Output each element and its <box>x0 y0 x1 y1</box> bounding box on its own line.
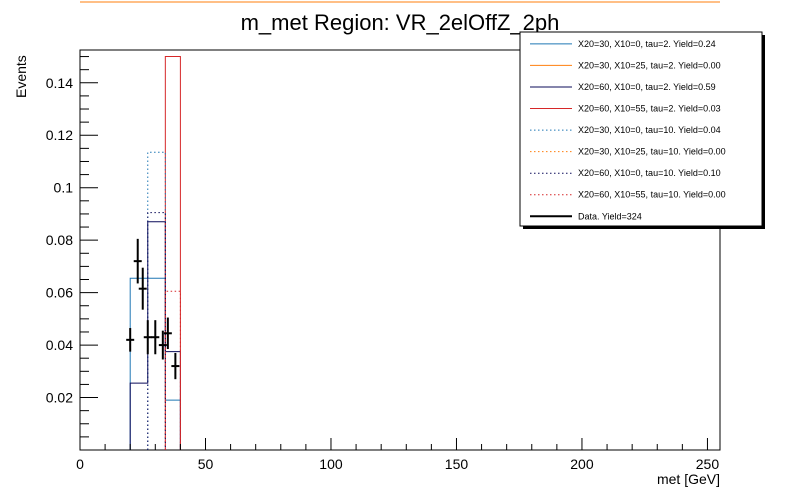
y-tick-label: 0.1 <box>54 180 74 196</box>
legend-box <box>519 31 763 227</box>
data-point <box>151 320 160 355</box>
histogram-series <box>164 290 181 450</box>
y-tick-label: 0.08 <box>46 232 73 248</box>
x-tick-label: 250 <box>696 456 720 472</box>
y-tick-label: 0.12 <box>46 127 73 143</box>
y-tick-label: 0.04 <box>46 337 73 353</box>
y-tick-label: 0.14 <box>46 75 73 91</box>
histogram-series <box>147 151 166 450</box>
data-point <box>171 352 180 380</box>
x-tick-label: 50 <box>198 456 214 472</box>
x-tick-label: 100 <box>319 456 343 472</box>
data-point <box>143 320 152 355</box>
histogram-layer <box>129 56 181 450</box>
legend-entry: X20=30, X10=25, tau=2. Yield=0.00 <box>578 60 721 70</box>
chart-title: m_met Region: VR_2elOffZ_2ph <box>241 10 560 35</box>
x-tick-label: 0 <box>76 456 84 472</box>
histogram-series <box>129 277 181 450</box>
data-point <box>126 328 135 352</box>
y-tick-label: 0.02 <box>46 390 73 406</box>
x-tick-label: 200 <box>570 456 594 472</box>
histogram-series <box>164 56 181 450</box>
plot-frame <box>79 49 721 451</box>
data-point <box>133 238 142 284</box>
data-point <box>163 317 172 350</box>
legend: X20=30, X10=0, tau=2. Yield=0.24 X20=30, … <box>519 31 765 229</box>
legend-entry: X20=60, X10=55, tau=2. Yield=0.03 <box>578 104 721 114</box>
data-point <box>138 267 147 310</box>
x-tick-label: 150 <box>445 456 469 472</box>
legend-entry: X20=30, X10=25, tau=10. Yield=0.00 <box>578 147 726 157</box>
data-points-layer <box>126 238 180 380</box>
legend-entry: X20=60, X10=55, tau=10. Yield=0.00 <box>578 190 726 200</box>
histogram-series <box>129 221 181 450</box>
legend-entry: X20=30, X10=0, tau=2. Yield=0.24 <box>578 39 716 49</box>
legend-entry: X20=30, X10=0, tau=10. Yield=0.04 <box>578 125 721 135</box>
legend-entry: Data. Yield=324 <box>578 211 642 221</box>
legend-entry: X20=60, X10=0, tau=2. Yield=0.59 <box>578 82 716 92</box>
y-tick-label: 0.06 <box>46 285 73 301</box>
axes-ticks: 0 50 100 150 200 250 0.02 0.04 0.06 0.08 0.1 0.12 0.… <box>46 56 720 472</box>
x-axis-label: met [GeV] <box>657 471 720 487</box>
y-axis-label: Events <box>13 55 29 98</box>
data-point <box>158 330 167 360</box>
legend-entry: X20=60, X10=0, tau=10. Yield=0.10 <box>578 168 721 178</box>
